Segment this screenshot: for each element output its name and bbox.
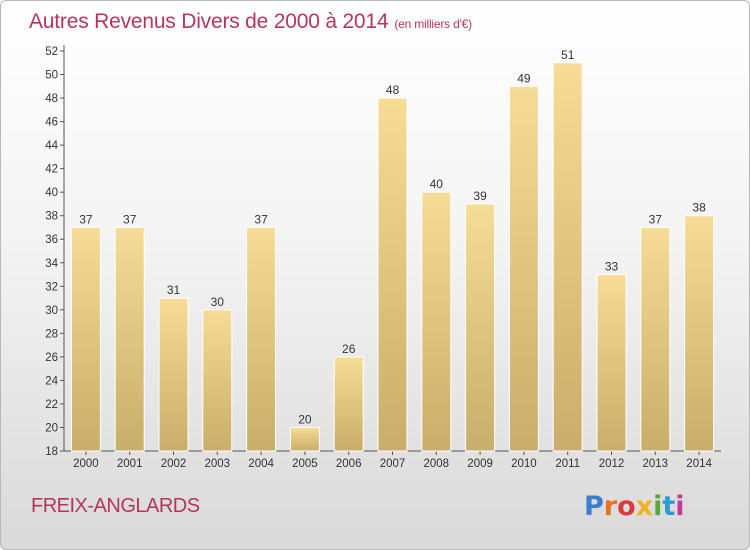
- data-label: 48: [386, 83, 400, 97]
- logo-letter: i: [653, 491, 663, 522]
- bar: [596, 274, 627, 452]
- x-tick-label: 2009: [467, 458, 493, 470]
- x-tick-label: 2001: [117, 458, 143, 470]
- y-tick-label: 28: [45, 328, 58, 340]
- y-tick-label: 48: [45, 93, 58, 105]
- bar: [246, 226, 277, 452]
- logo-letter: P: [584, 491, 604, 522]
- y-tick-label: 46: [45, 117, 58, 129]
- bar: [333, 356, 364, 452]
- y-tick-label: 32: [45, 281, 58, 293]
- y-tick-label: 40: [45, 187, 58, 199]
- data-label: 39: [473, 189, 487, 203]
- logo-letter: r: [603, 491, 618, 522]
- y-tick-label: 34: [45, 258, 58, 270]
- x-tick-label: 2011: [555, 458, 580, 470]
- y-tick-label: 36: [45, 234, 58, 246]
- bar: [508, 85, 539, 452]
- y-tick-label: 52: [45, 46, 58, 58]
- y-tick-label: 38: [45, 211, 58, 223]
- data-label: 30: [211, 295, 225, 309]
- bar: [421, 191, 452, 452]
- bar: [158, 297, 189, 452]
- data-label: 37: [123, 212, 137, 226]
- x-tick-label: 2008: [424, 458, 450, 470]
- y-tick-label: 24: [45, 375, 58, 387]
- x-tick-label: 2013: [643, 458, 669, 470]
- unit-note: (en milliers d'€): [394, 17, 472, 31]
- x-tick-label: 2000: [73, 458, 99, 470]
- bar: [289, 426, 320, 452]
- logo-letter: o: [617, 491, 636, 522]
- bar: [684, 215, 715, 452]
- logo-letter: t: [662, 491, 676, 522]
- y-tick-label: 30: [45, 305, 58, 317]
- x-tick-label: 2006: [336, 458, 362, 470]
- data-label: 38: [692, 201, 706, 215]
- bar: [70, 226, 101, 452]
- y-tick-label: 20: [45, 422, 58, 434]
- bar: [114, 226, 145, 452]
- x-tick-label: 2005: [292, 458, 318, 470]
- logo-letter: x: [635, 491, 654, 522]
- x-tick-label: 2010: [511, 458, 537, 470]
- data-label: 37: [649, 212, 663, 226]
- data-label: 20: [298, 412, 312, 426]
- x-tick-label: 2002: [161, 458, 187, 470]
- data-label: 40: [430, 177, 444, 191]
- x-tick-label: 2003: [205, 458, 231, 470]
- place-name: FREIX-ANGLARDS: [31, 495, 200, 517]
- x-tick-label: 2007: [380, 458, 406, 470]
- data-label: 31: [167, 283, 181, 297]
- data-label: 37: [254, 212, 268, 226]
- y-tick-label: 42: [45, 164, 58, 176]
- x-tick-label: 2012: [599, 458, 625, 470]
- chart-title: Autres Revenus Divers de 2000 à 2014 (en …: [29, 10, 472, 34]
- data-label: 37: [79, 212, 93, 226]
- data-label: 26: [342, 342, 356, 356]
- logo-letter: i: [675, 491, 685, 522]
- y-tick-label: 18: [45, 446, 58, 458]
- bar: [202, 309, 233, 452]
- data-label: 49: [517, 71, 531, 85]
- y-tick-label: 44: [45, 140, 58, 152]
- bar: [552, 62, 583, 452]
- bar: [377, 97, 408, 452]
- bar: [465, 203, 496, 452]
- bars: [70, 62, 715, 452]
- bar: [640, 226, 671, 452]
- y-tick-label: 22: [45, 399, 58, 411]
- y-tick-label: 50: [45, 70, 58, 82]
- data-label: 33: [605, 260, 619, 274]
- x-tick-label: 2014: [686, 458, 712, 470]
- y-tick-label: 26: [45, 352, 58, 364]
- x-tick-label: 2004: [248, 458, 274, 470]
- data-label: 51: [561, 48, 575, 62]
- value-labels: 37 37 31 30 37 20 26 48 40 39 49 51 33 37 38: [79, 48, 706, 427]
- proxiti-logo: Proxiti: [584, 491, 685, 522]
- title-text: Autres Revenus Divers de 2000 à 2014: [29, 10, 389, 33]
